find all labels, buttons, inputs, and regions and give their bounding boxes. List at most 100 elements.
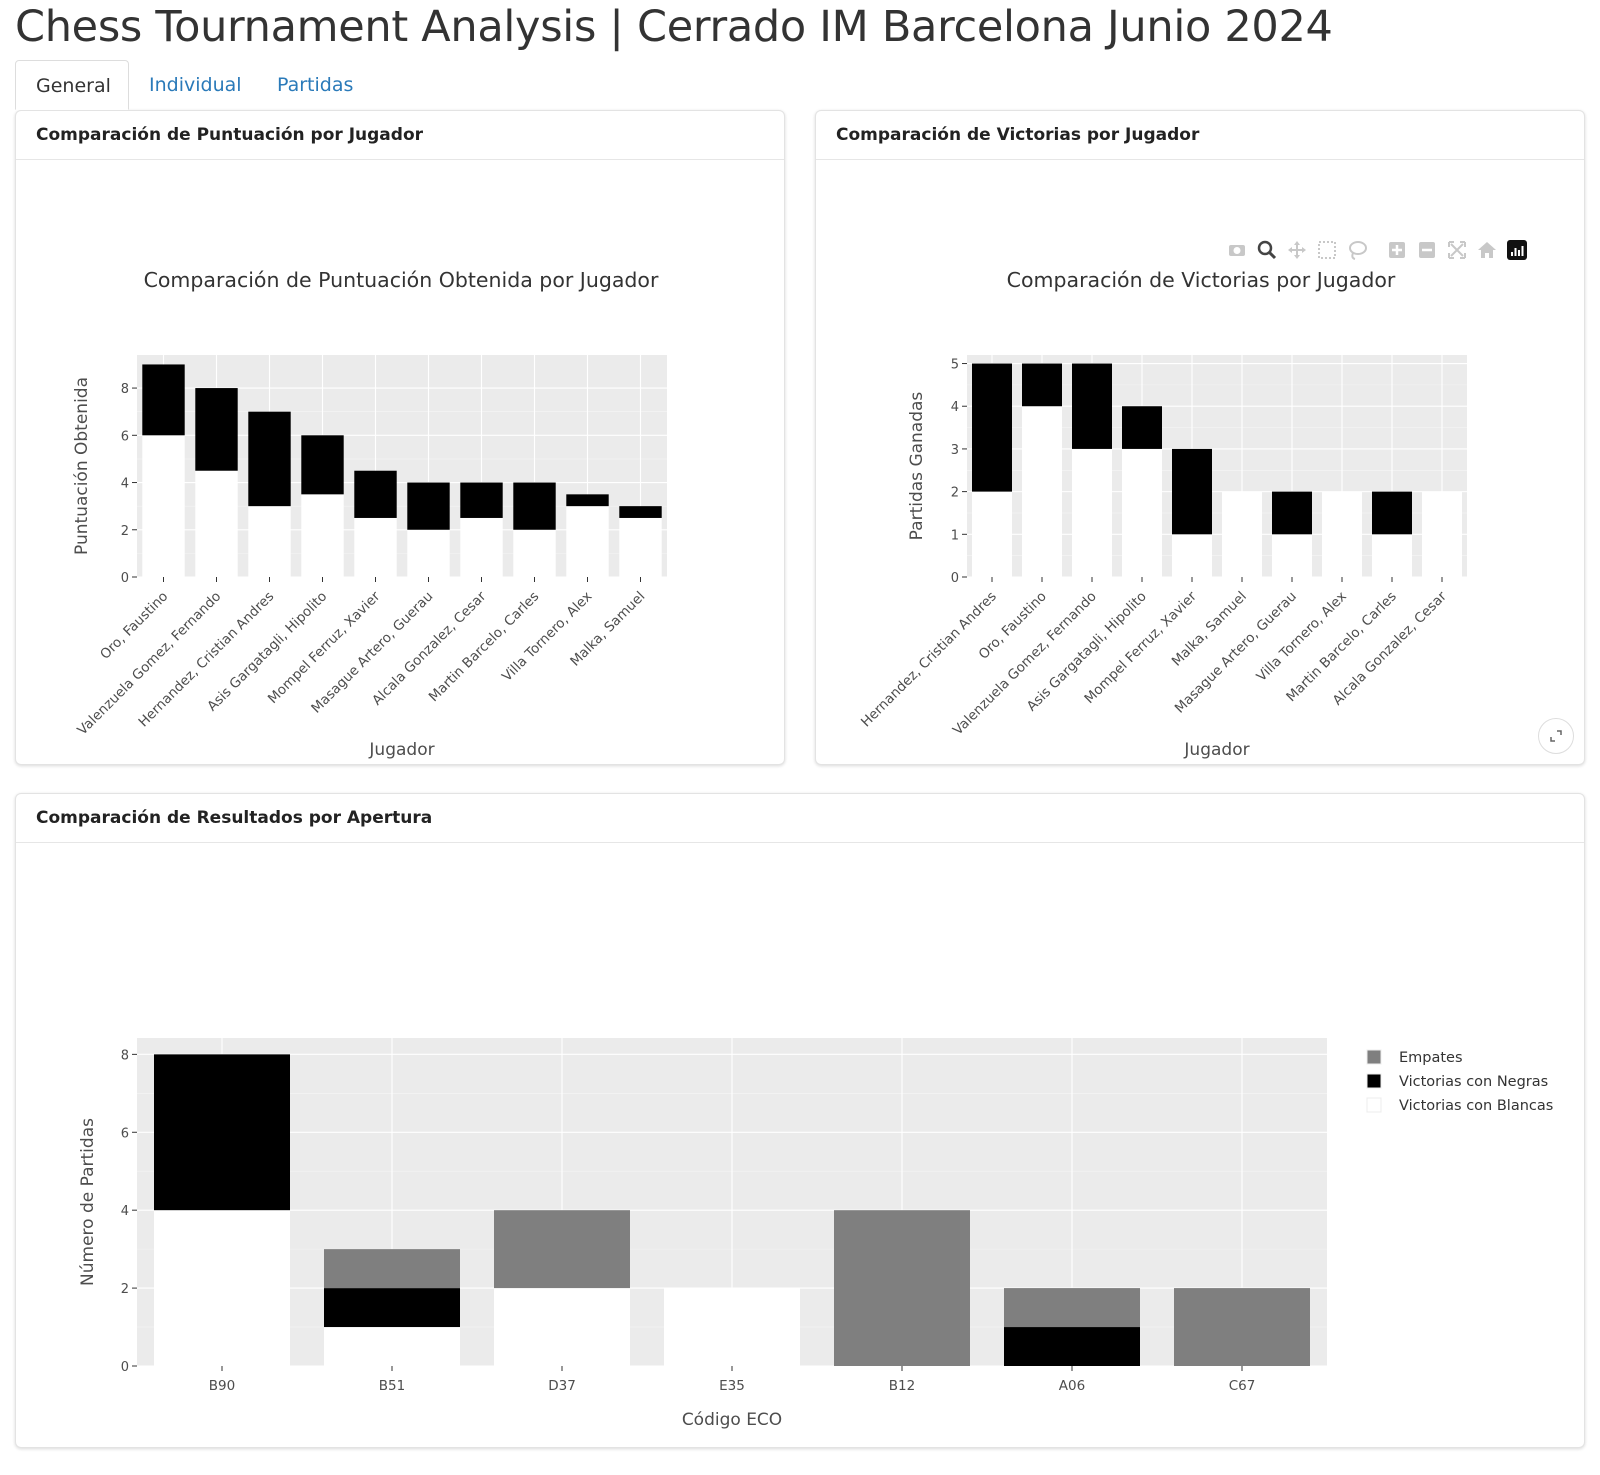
wins-card: Comparación de Victorias por Jugador 0 1 2… xyxy=(815,110,1585,765)
bar-segment xyxy=(460,517,503,577)
bar-segment xyxy=(460,482,503,518)
bar-segment xyxy=(1072,448,1112,577)
tab-bar: General Individual Partidas xyxy=(15,60,1585,110)
bar-segment xyxy=(195,470,238,577)
lasso-select-icon[interactable] xyxy=(1349,241,1367,260)
bar-segment xyxy=(354,470,397,518)
expand-button[interactable] xyxy=(1538,718,1574,754)
bar-segment xyxy=(1174,1288,1310,1366)
bar-segment xyxy=(619,506,662,518)
openings-card: Comparación de Resultados por Apertura 0… xyxy=(15,793,1585,1448)
wins-card-header: Comparación de Victorias por Jugador xyxy=(816,111,1584,160)
legend-swatch xyxy=(1366,1049,1382,1065)
bar-segment xyxy=(494,1210,630,1289)
bar-segment xyxy=(1372,534,1412,577)
y-tick-label: 1 xyxy=(951,528,959,543)
x-tick-label: B12 xyxy=(889,1378,915,1394)
y-tick-label: 2 xyxy=(121,1282,129,1297)
bar-segment xyxy=(142,364,185,436)
bar-segment xyxy=(1272,491,1312,535)
bar-segment xyxy=(566,494,609,507)
logo-bar xyxy=(1521,246,1524,256)
y-tick-label: 2 xyxy=(951,486,959,501)
lasso-loop xyxy=(1349,241,1367,255)
bar-segment xyxy=(407,482,450,530)
camera-icon[interactable] xyxy=(1229,245,1245,256)
lasso-tail xyxy=(1351,252,1356,260)
bar-segment xyxy=(1004,1327,1140,1366)
y-tick-label: 4 xyxy=(121,1204,129,1219)
x-tick-label: E35 xyxy=(719,1378,745,1394)
bar-segment xyxy=(154,1054,290,1211)
y-tick-label: 5 xyxy=(951,358,959,373)
bar-segment xyxy=(324,1249,460,1289)
bar-segment xyxy=(1004,1288,1140,1328)
x-tick-label: Villa Tornero, Alex xyxy=(499,589,595,685)
zoom-glass xyxy=(1257,240,1273,256)
tab-general[interactable]: General xyxy=(15,60,129,110)
reset-axes-icon[interactable] xyxy=(1478,242,1496,258)
tab-individual[interactable]: Individual xyxy=(149,74,242,96)
x-tick-label: A06 xyxy=(1059,1378,1085,1394)
autoscale-shape xyxy=(1448,241,1466,259)
y-axis-label: Partidas Ganadas xyxy=(907,392,927,541)
bar-segment xyxy=(354,517,397,577)
y-tick-label: 0 xyxy=(121,571,129,586)
expand-icon xyxy=(1550,730,1562,742)
bar-segment xyxy=(195,388,238,471)
bar-segment xyxy=(1372,491,1412,535)
bar-segment xyxy=(142,435,185,577)
y-axis-label: Puntuación Obtenida xyxy=(72,377,92,555)
y-tick-label: 8 xyxy=(121,382,129,397)
tab-partidas[interactable]: Partidas xyxy=(277,74,354,96)
logo-bar xyxy=(1514,248,1517,256)
bar-segment xyxy=(619,517,662,577)
chart-title: Comparación de Victorias por Jugador xyxy=(1007,268,1396,292)
legend-item: Empates xyxy=(1366,1049,1463,1066)
legend-label: Victorias con Blancas xyxy=(1399,1098,1553,1114)
logo-bar xyxy=(1518,250,1520,256)
zoom-icon[interactable] xyxy=(1257,240,1277,260)
bar-segment xyxy=(972,491,1012,577)
autoscale-icon[interactable] xyxy=(1448,241,1466,259)
openings-chart[interactable]: 0 2 4 6 8 B90 B51 D37 E35 B12 A06 C67 Código ECO Núme… xyxy=(16,843,1585,1448)
chart-title: Comparación de Puntuación Obtenida por J… xyxy=(144,268,659,292)
zoom-handle xyxy=(1267,250,1277,260)
score-card-header: Comparación de Puntuación por Jugador xyxy=(16,111,784,160)
bar-segment xyxy=(566,506,609,577)
pan-arrows xyxy=(1288,241,1306,259)
y-tick-label: 4 xyxy=(951,400,959,415)
home-shape xyxy=(1478,242,1496,258)
pan-icon[interactable] xyxy=(1288,241,1306,259)
bar-segment xyxy=(494,1288,630,1366)
x-tick-label: D37 xyxy=(548,1378,576,1394)
bar-segment xyxy=(248,506,291,577)
x-tick-label: C67 xyxy=(1229,1378,1256,1394)
bar-segment xyxy=(1422,491,1462,577)
bar-segment xyxy=(1322,491,1362,577)
bar-segment xyxy=(1022,406,1062,577)
zoom-in-icon[interactable] xyxy=(1389,242,1405,258)
zoom-out-icon[interactable] xyxy=(1419,242,1435,258)
y-axis-label: Número de Partidas xyxy=(78,1118,98,1286)
bar-segment xyxy=(154,1210,290,1366)
bar-segment xyxy=(301,494,344,577)
bar-segment xyxy=(1022,363,1062,407)
x-axis-label: Jugador xyxy=(368,740,434,760)
y-tick-label: 0 xyxy=(121,1360,129,1375)
legend-item: Victorias con Blancas xyxy=(1366,1097,1553,1114)
page-title: Chess Tournament Analysis | Cerrado IM B… xyxy=(15,2,1333,52)
bar-segment xyxy=(324,1327,460,1366)
plotly-logo-icon[interactable] xyxy=(1507,240,1527,260)
logo-bg xyxy=(1507,240,1527,260)
bar-segment xyxy=(301,435,344,495)
x-tick-label: B90 xyxy=(209,1378,235,1394)
x-tick-label: B51 xyxy=(379,1378,405,1394)
bar-segment xyxy=(1172,448,1212,535)
score-card: Comparación de Puntuación por Jugador 0 2… xyxy=(15,110,785,765)
bar-segment xyxy=(1072,363,1112,449)
y-tick-label: 2 xyxy=(121,524,129,539)
box-select-icon[interactable] xyxy=(1318,241,1336,259)
